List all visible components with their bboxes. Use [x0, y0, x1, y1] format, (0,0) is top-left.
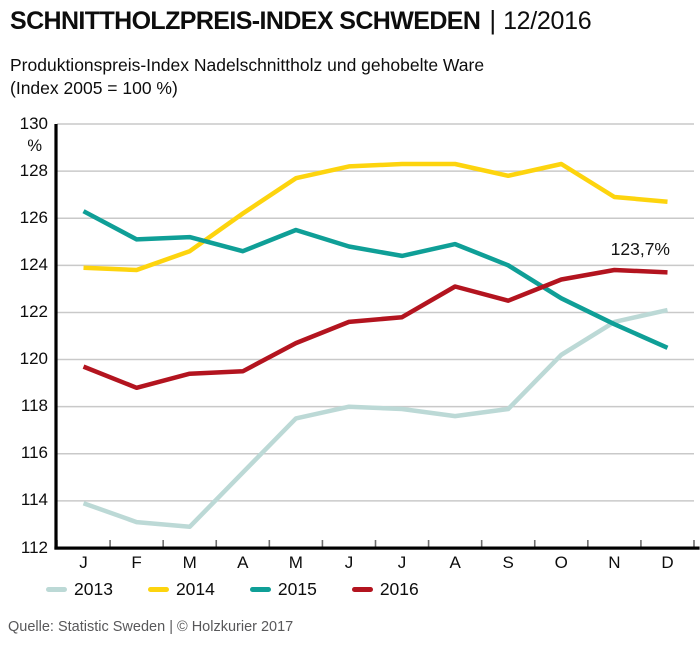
- page-title: SCHNITTHOLZPREIS-INDEX SCHWEDEN: [10, 7, 481, 35]
- legend-swatch-2013: [46, 587, 67, 592]
- x-axis-spine: [54, 546, 700, 550]
- page-header: SCHNITTHOLZPREIS-INDEX SCHWEDEN | 12/2016: [10, 5, 592, 36]
- x-axis-label-9: S: [502, 553, 514, 572]
- y-axis-label-118: 118: [20, 396, 48, 416]
- x-axis-label-6: J: [344, 553, 354, 572]
- y-axis-label-122: 122: [19, 301, 48, 321]
- y-axis-spine: [54, 124, 58, 550]
- x-axis-label-7: J: [397, 553, 407, 572]
- y-axis-unit-label: %: [27, 137, 42, 155]
- legend-swatch-2016: [351, 587, 373, 592]
- chart-legend: 2013 2014 2015 2016: [46, 579, 419, 600]
- subtitle-line-1: Produktionspreis-Index Nadelschnittholz …: [10, 55, 485, 75]
- legend-swatch-2015: [249, 587, 271, 592]
- x-axis-label-2: F: [131, 553, 142, 572]
- legend-label-2015: 2015: [277, 579, 317, 599]
- title-period: 12/2016: [503, 7, 592, 35]
- annotation-last-value: 123,7%: [610, 239, 670, 259]
- source-credit: Quelle: Statistic Sweden | © Holzkurier …: [8, 619, 294, 635]
- x-axis-label-12: D: [661, 553, 674, 572]
- legend-label-2013: 2013: [74, 579, 113, 599]
- x-axis-label-1: J: [79, 553, 88, 572]
- x-axis-label-8: A: [449, 553, 461, 572]
- legend-swatch-2014: [147, 587, 169, 592]
- series-line-2016: [82, 267, 668, 391]
- y-axis-label-124: 124: [19, 254, 48, 274]
- x-axis-label-4: A: [237, 553, 249, 572]
- title-separator: |: [489, 5, 497, 35]
- series-line-2014: [83, 161, 668, 273]
- legend-label-2016: 2016: [379, 579, 419, 599]
- legend-item-2014: 2014: [147, 579, 215, 600]
- y-axis-label-130: 130: [19, 113, 48, 133]
- series-line-2013: [82, 307, 668, 530]
- x-axis-label-5: M: [288, 553, 303, 572]
- legend-item-2013: 2013: [46, 579, 113, 600]
- x-axis-label-10: O: [554, 553, 568, 572]
- chart-subtitle: Produktionspreis-Index Nadelschnittholz …: [10, 54, 484, 99]
- y-axis-label-126: 126: [19, 207, 48, 227]
- y-axis-label-120: 120: [19, 349, 48, 369]
- series-line-2015: [82, 209, 669, 350]
- legend-item-2015: 2015: [249, 579, 317, 600]
- y-axis-label-112: 112: [20, 537, 48, 557]
- x-axis-label-11: N: [608, 553, 621, 572]
- legend-label-2014: 2014: [175, 579, 215, 599]
- y-axis-label-116: 116: [20, 443, 48, 463]
- legend-item-2016: 2016: [351, 579, 419, 600]
- y-axis-label-128: 128: [19, 160, 48, 180]
- y-axis-label-114: 114: [20, 490, 48, 510]
- subtitle-line-2: (Index 2005 = 100 %): [10, 77, 178, 98]
- x-axis-label-3: M: [182, 553, 197, 572]
